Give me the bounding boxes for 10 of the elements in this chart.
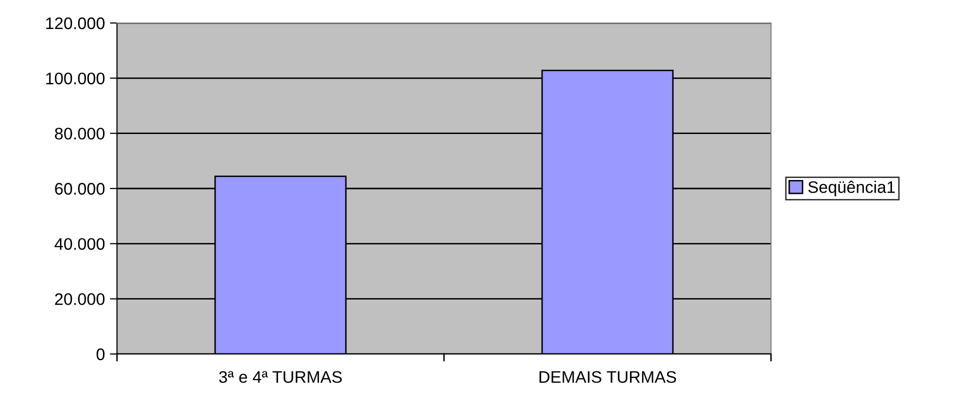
- y-tick-label: 60.000: [55, 182, 105, 195]
- legend-label: Seqüência1: [808, 180, 895, 196]
- x-tick-label: 3ª e 4ª TURMAS: [219, 371, 342, 383]
- y-tick-label: 80.000: [54, 128, 105, 140]
- y-tick-label: 100.000: [46, 72, 105, 84]
- y-tick-label: 120.000: [46, 17, 105, 30]
- y-tick-label: 0: [96, 348, 105, 360]
- y-tick-label: 40.000: [54, 238, 105, 250]
- y-tick-label: 20.000: [55, 293, 105, 306]
- x-tick-label: DEMAIS TURMAS: [540, 371, 676, 383]
